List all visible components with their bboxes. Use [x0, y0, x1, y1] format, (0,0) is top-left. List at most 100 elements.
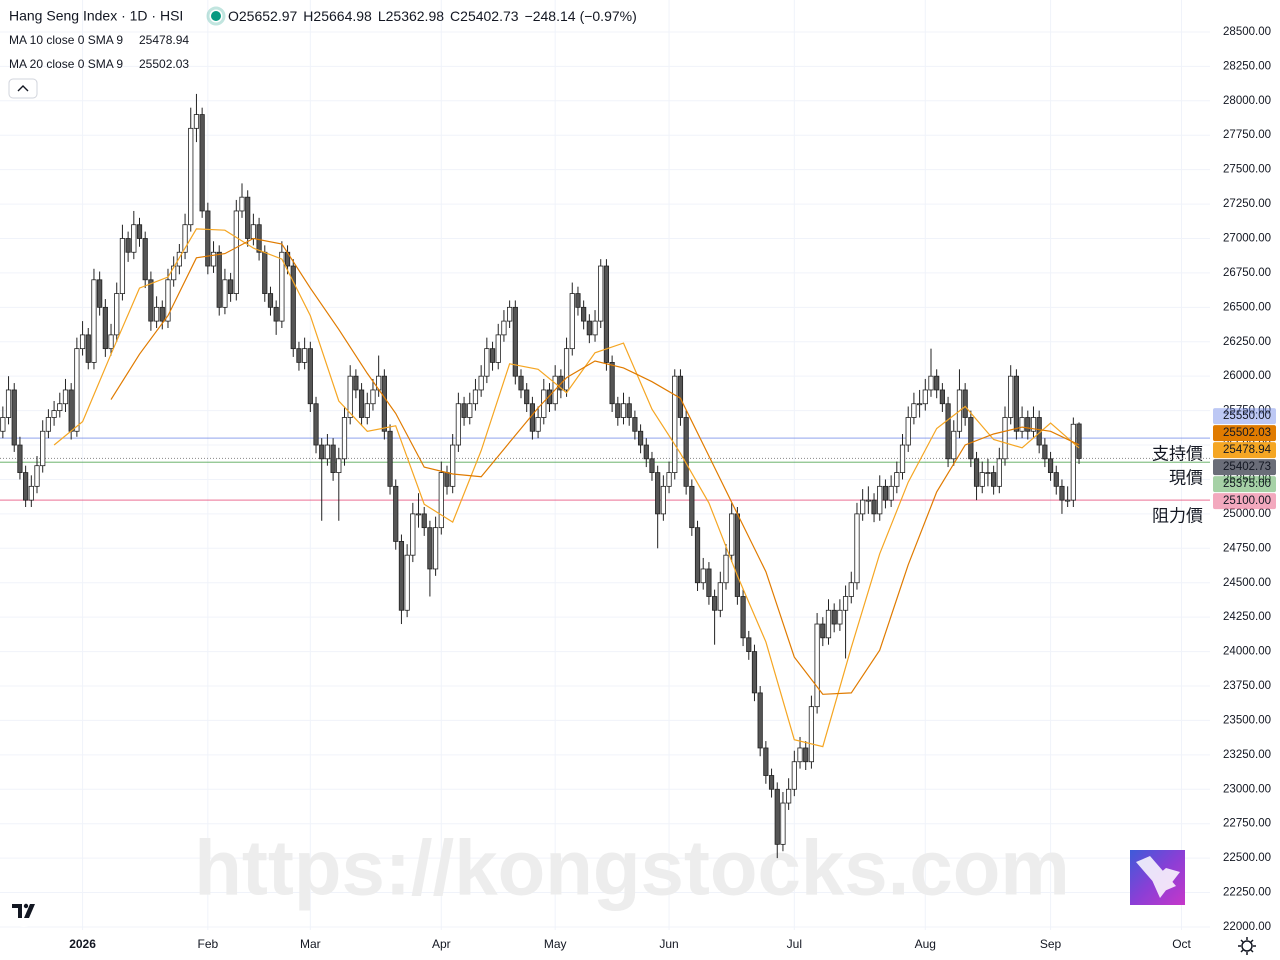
- candle-body: [592, 320, 598, 336]
- legend: MA 10 close 0 SMA 9 25478.94 MA 20 close 0…: [9, 33, 189, 71]
- y-tick-label: 27000.00: [1223, 233, 1271, 245]
- candle-body: [865, 499, 871, 502]
- tv-logo[interactable]: [7, 893, 41, 927]
- ohlc-key: H: [303, 8, 313, 24]
- candle-body: [814, 623, 820, 708]
- candle-body: [854, 513, 860, 584]
- candle-body: [643, 444, 649, 460]
- change-value: −248.14: [525, 8, 576, 24]
- candle-body: [979, 472, 985, 487]
- candle-body: [404, 554, 410, 611]
- price-badge-label: 25100.00: [1223, 495, 1271, 507]
- y-tick-label: 22750.00: [1223, 818, 1271, 830]
- candle-body: [341, 417, 348, 460]
- ohlc-key: C: [450, 8, 460, 24]
- candle-body: [381, 375, 387, 432]
- candle-body: [825, 609, 832, 639]
- candle-body: [142, 238, 148, 281]
- status-dot: [211, 11, 221, 21]
- candle-body: [706, 568, 712, 597]
- candle-body: [421, 513, 427, 529]
- settings-button[interactable]: [1238, 937, 1256, 955]
- candle-body: [114, 293, 120, 336]
- candle-body: [353, 375, 359, 391]
- candle-body: [450, 444, 456, 487]
- x-tick-label: Jun: [659, 937, 678, 951]
- x-tick-label: Sep: [1040, 937, 1062, 951]
- y-tick-label: 27250.00: [1223, 198, 1271, 210]
- candle-body: [939, 389, 945, 405]
- candle-body: [159, 306, 165, 322]
- y-tick-label: 24750.00: [1223, 542, 1271, 554]
- candle-body: [1025, 417, 1031, 432]
- candle-body: [79, 334, 86, 350]
- candle-body: [763, 747, 769, 776]
- candle-body: [455, 403, 461, 446]
- candle-body: [973, 458, 980, 487]
- y-tick-label: 25750.00: [1223, 405, 1271, 417]
- candle-body: [250, 224, 256, 239]
- candle-body: [216, 251, 222, 308]
- y-tick-label: 26500.00: [1223, 301, 1271, 313]
- candle-body: [712, 596, 718, 611]
- candle-body: [387, 430, 393, 487]
- x-tick-label: Jul: [787, 937, 802, 951]
- price-axis: 22000.00 22250.00 22500.00 22750.00 23000.00…: [69, 26, 1276, 951]
- candle-body: [484, 348, 490, 377]
- level-label: 支持價: [1152, 445, 1203, 464]
- candle-body: [968, 417, 974, 460]
- candle-body: [330, 444, 336, 473]
- level-label: 現價: [1169, 469, 1203, 488]
- candle-body: [535, 417, 541, 432]
- y-tick-label: 23750.00: [1223, 680, 1271, 692]
- candle-body: [256, 224, 262, 253]
- candle-body: [842, 596, 849, 611]
- candle-body: [336, 458, 342, 473]
- candle-body: [563, 348, 570, 391]
- candle-body: [307, 348, 313, 405]
- candle-body: [603, 265, 610, 363]
- candle-body: [347, 375, 353, 418]
- candle-body: [1013, 375, 1020, 432]
- candle-body: [125, 238, 131, 253]
- level-label: 阻力價: [1152, 507, 1203, 526]
- candle-body: [188, 127, 194, 226]
- candle-body: [11, 389, 17, 446]
- legend-name: MA 20 close 0 SMA 9: [9, 57, 123, 71]
- y-tick-label: 22500.00: [1223, 852, 1271, 864]
- candle-body: [1008, 375, 1014, 418]
- y-tick-label: 23000.00: [1223, 783, 1271, 795]
- candle-body: [233, 210, 239, 294]
- candle-body: [991, 472, 997, 487]
- collapse-box[interactable]: [8, 78, 38, 99]
- candle-body: [871, 499, 877, 515]
- gear-teeth: [1238, 937, 1256, 955]
- candle-body: [1002, 417, 1008, 460]
- candle-body: [768, 775, 775, 790]
- candle-body: [5, 389, 12, 418]
- candle-body: [74, 348, 80, 432]
- candle-body: [808, 706, 815, 763]
- tv-logo-bg: [7, 893, 41, 927]
- candle-body: [723, 554, 729, 584]
- candle-body: [1030, 417, 1037, 432]
- x-tick-label: May: [544, 937, 567, 951]
- price-badge-label: 25402.73: [1223, 461, 1271, 473]
- candle-body: [803, 747, 809, 763]
- y-tick-label: 27750.00: [1223, 129, 1271, 141]
- candle-body: [461, 403, 467, 418]
- candle-body: [882, 485, 889, 501]
- ohlc-legend: O25652.97 H25664.98 L25362.98 C25402.73 −248…: [228, 8, 637, 24]
- gear-ring: [1241, 940, 1253, 952]
- candle-body: [415, 513, 422, 516]
- price-badge-label: 25478.94: [1223, 444, 1272, 456]
- candle-body: [165, 279, 171, 322]
- candle-body: [683, 417, 689, 487]
- collapse-button[interactable]: [8, 78, 38, 99]
- y-tick-label: 24000.00: [1223, 646, 1271, 658]
- grid: [0, 0, 1210, 930]
- candle-body: [996, 458, 1002, 487]
- price-badge: [1213, 459, 1276, 476]
- candle-body: [945, 403, 951, 460]
